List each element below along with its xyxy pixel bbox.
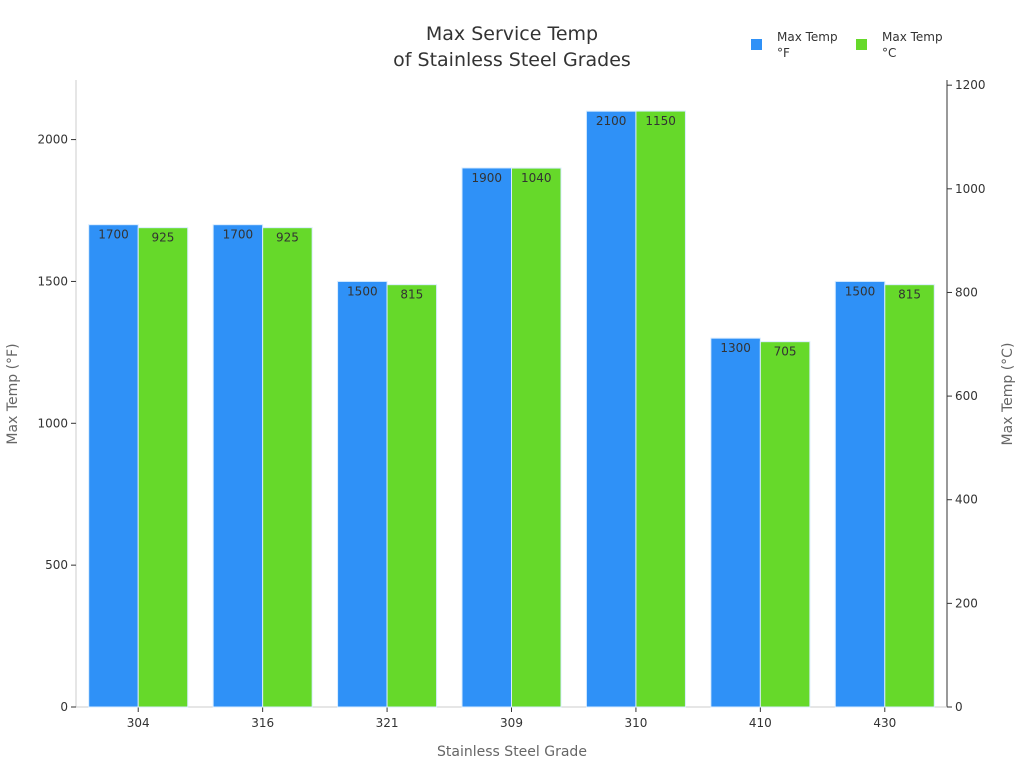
y-tick-label: 0 <box>60 700 68 714</box>
data-label: 705 <box>774 345 797 359</box>
bar-fahrenheit <box>337 280 388 708</box>
x-tick-label: 410 <box>749 716 772 730</box>
data-label: 1150 <box>645 114 676 128</box>
legend-swatch <box>751 39 762 50</box>
chart-title: of Stainless Steel Grades <box>393 49 631 71</box>
legend-label: Max Temp <box>882 30 943 44</box>
bar-fahrenheit <box>88 224 139 708</box>
data-label: 815 <box>898 288 921 302</box>
bar-celsius <box>884 284 935 708</box>
data-label: 2100 <box>596 114 627 128</box>
bar-fahrenheit <box>710 337 761 708</box>
chart-title: Max Service Temp <box>426 23 598 45</box>
data-label: 1700 <box>223 228 254 242</box>
data-label: 1700 <box>98 228 129 242</box>
y2-tick-label: 600 <box>955 389 978 403</box>
bar-celsius <box>386 284 438 708</box>
y-tick-label: 1500 <box>37 274 68 288</box>
bar-celsius <box>511 167 562 708</box>
y-axis-label: Max Temp (°F) <box>5 343 21 444</box>
data-label: 1300 <box>720 341 751 355</box>
y2-tick-label: 400 <box>955 493 978 507</box>
y2-tick-label: 200 <box>955 596 978 610</box>
data-label: 1500 <box>347 284 378 298</box>
bar-celsius <box>635 110 686 708</box>
legend-swatch <box>856 39 867 50</box>
bar-fahrenheit <box>585 110 637 708</box>
bar-fahrenheit <box>212 224 264 708</box>
bar-celsius <box>262 227 313 708</box>
bar-celsius <box>137 227 189 708</box>
x-tick-label: 304 <box>127 716 150 730</box>
legend-label: °F <box>777 46 790 60</box>
legend-label: Max Temp <box>777 30 838 44</box>
data-label: 925 <box>152 231 175 245</box>
data-label: 1040 <box>521 171 552 185</box>
bar-fahrenheit <box>461 167 512 708</box>
x-tick-label: 321 <box>376 716 399 730</box>
y2-axis-label: Max Temp (°C) <box>1000 343 1016 446</box>
y2-tick-label: 800 <box>955 285 978 299</box>
data-label: 1900 <box>471 171 502 185</box>
x-tick-label: 316 <box>251 716 274 730</box>
y-tick-label: 2000 <box>37 133 68 147</box>
bar-celsius <box>759 341 811 708</box>
y2-tick-label: 1200 <box>955 78 986 92</box>
x-axis-label: Stainless Steel Grade <box>437 744 587 760</box>
y-tick-label: 500 <box>45 558 68 572</box>
x-tick-label: 430 <box>873 716 896 730</box>
x-tick-label: 310 <box>624 716 647 730</box>
data-label: 1500 <box>845 284 876 298</box>
legend-label: °C <box>882 46 896 60</box>
data-label: 815 <box>400 288 423 302</box>
y-tick-label: 1000 <box>37 416 68 430</box>
bar-fahrenheit <box>834 280 886 708</box>
y2-tick-label: 1000 <box>955 182 986 196</box>
y2-tick-label: 0 <box>955 700 963 714</box>
x-tick-label: 309 <box>500 716 523 730</box>
data-label: 925 <box>276 231 299 245</box>
